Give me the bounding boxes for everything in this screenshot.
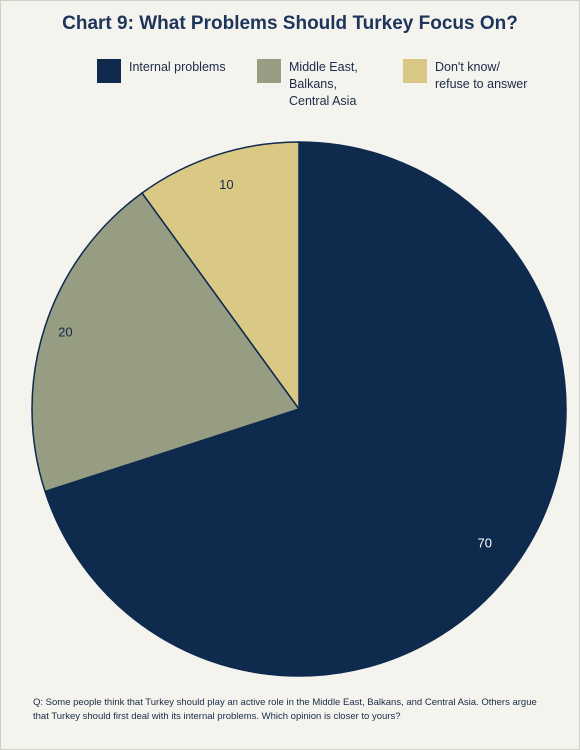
legend-item-dont-know: Don't know/ refuse to answer xyxy=(403,59,527,93)
legend-swatch-dont-know xyxy=(403,59,427,83)
pie-label-dont-know: 10 xyxy=(219,177,233,192)
legend-item-internal-problems: Internal problems xyxy=(97,59,226,83)
legend-label-middle-east: Middle East, Balkans, Central Asia xyxy=(289,60,358,108)
legend-swatch-internal-problems xyxy=(97,59,121,83)
pie-label-internal-problems: 70 xyxy=(478,535,492,550)
pie-slice-middle-east xyxy=(31,191,301,493)
legend-swatch-middle-east xyxy=(257,59,281,83)
survey-question-footnote: Q: Some people think that Turkey should … xyxy=(33,697,537,722)
pie-slice-dont-know xyxy=(141,141,300,412)
chart-title: Chart 9: What Problems Should Turkey Foc… xyxy=(62,13,518,34)
pie-slice-internal-problems xyxy=(44,141,567,677)
pie-label-middle-east: 20 xyxy=(58,325,72,340)
legend-label-internal-problems: Internal problems xyxy=(129,60,226,74)
legend-label-dont-know: Don't know/ refuse to answer xyxy=(435,60,528,91)
legend-item-middle-east: Middle East, Balkans, Central Asia xyxy=(257,59,358,110)
